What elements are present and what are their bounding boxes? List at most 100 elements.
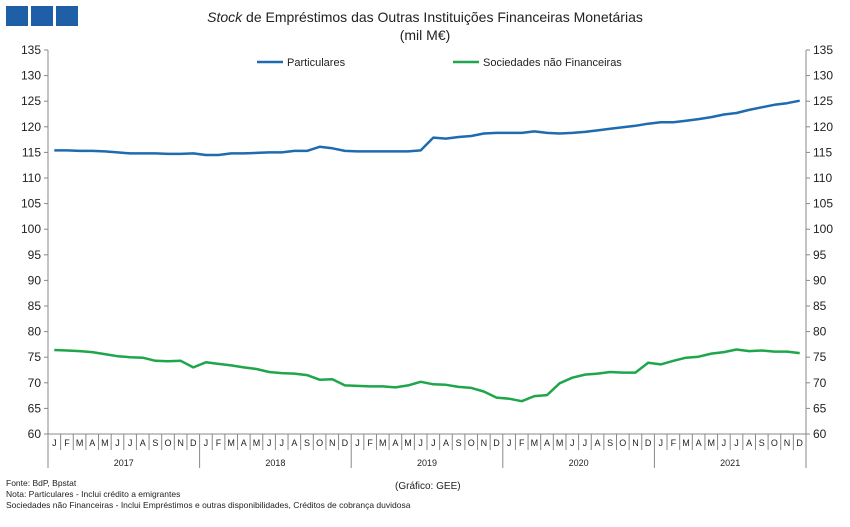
month-label: A — [443, 438, 449, 448]
y-tick-label-right: 70 — [813, 376, 827, 390]
footer-source: Fonte: BdP, Bpstat — [6, 478, 77, 488]
month-label: J — [570, 438, 575, 448]
y-tick-label-left: 65 — [28, 401, 42, 415]
y-tick-label-right: 120 — [813, 120, 833, 134]
month-label: N — [784, 438, 791, 448]
month-label: M — [708, 438, 716, 448]
month-label: S — [759, 438, 765, 448]
y-tick-label-right: 65 — [813, 401, 827, 415]
series-line-particulares — [54, 99, 800, 157]
month-label: J — [418, 438, 423, 448]
month-label: S — [607, 438, 613, 448]
chart-subtitle: (mil M€) — [399, 27, 451, 43]
y-tick-label-left: 70 — [28, 376, 42, 390]
chart-title-rest: de Empréstimos das Outras Instituições F… — [242, 9, 643, 25]
month-label: O — [619, 438, 626, 448]
y-tick-label-left: 95 — [28, 248, 42, 262]
month-label: J — [583, 438, 588, 448]
month-label: F — [216, 438, 222, 448]
month-label: A — [392, 438, 398, 448]
month-label: F — [671, 438, 677, 448]
month-label: J — [507, 438, 512, 448]
month-label: M — [227, 438, 235, 448]
month-label: A — [544, 438, 550, 448]
y-tick-label-right: 90 — [813, 273, 827, 287]
y-tick-label-left: 100 — [21, 222, 41, 236]
month-label: D — [190, 438, 197, 448]
footer-note-1: Nota: Particulares - Inclui crédito a em… — [6, 489, 181, 499]
y-tick-label-right: 115 — [813, 145, 832, 159]
y-tick-label-right: 95 — [813, 248, 827, 262]
month-label: A — [746, 438, 752, 448]
y-tick-label-left: 90 — [28, 273, 42, 287]
series-line-sociedades — [54, 348, 800, 403]
month-label: N — [481, 438, 488, 448]
month-label: J — [431, 438, 436, 448]
legend-label: Sociedades não Financeiras — [483, 57, 622, 69]
y-tick-label-left: 85 — [28, 299, 42, 313]
month-label: J — [128, 438, 133, 448]
y-tick-label-right: 125 — [813, 94, 833, 108]
month-label: N — [177, 438, 184, 448]
y-tick-label-left: 80 — [28, 325, 42, 339]
month-label: D — [796, 438, 803, 448]
month-label: J — [734, 438, 739, 448]
year-label: 2018 — [265, 458, 285, 468]
month-label: J — [267, 438, 272, 448]
y-tick-label-left: 110 — [22, 171, 41, 185]
year-label: 2021 — [720, 458, 740, 468]
month-label: J — [658, 438, 663, 448]
month-label: D — [493, 438, 500, 448]
logo-square-2 — [31, 6, 53, 26]
month-label: S — [152, 438, 158, 448]
y-tick-label-right: 105 — [813, 197, 833, 211]
y-tick-label-left: 60 — [28, 427, 42, 441]
year-label: 2019 — [417, 458, 437, 468]
y-tick-label-left: 75 — [28, 350, 42, 364]
month-label: J — [722, 438, 727, 448]
logo-square-3 — [56, 6, 78, 26]
year-label: 2017 — [114, 458, 134, 468]
y-tick-label-left: 135 — [21, 43, 41, 57]
month-label: A — [140, 438, 146, 448]
y-tick-label-right: 80 — [813, 325, 827, 339]
y-tick-label-left: 120 — [21, 120, 41, 134]
month-label: D — [342, 438, 349, 448]
y-tick-label-right: 60 — [813, 427, 827, 441]
month-label: N — [329, 438, 336, 448]
y-tick-label-right: 100 — [813, 222, 833, 236]
y-tick-label-left: 105 — [21, 197, 41, 211]
month-label: S — [456, 438, 462, 448]
month-label: F — [64, 438, 70, 448]
y-tick-label-left: 115 — [22, 145, 41, 159]
month-label: A — [595, 438, 601, 448]
month-label: M — [682, 438, 690, 448]
logo — [6, 6, 78, 26]
legend-label: Particulares — [287, 57, 346, 69]
month-label: O — [771, 438, 778, 448]
month-label: F — [367, 438, 373, 448]
month-label: J — [355, 438, 360, 448]
year-label: 2020 — [569, 458, 589, 468]
month-label: M — [76, 438, 84, 448]
month-label: S — [304, 438, 310, 448]
footer-note-2: Sociedades não Financeiras - Inclui Empr… — [6, 500, 411, 510]
month-label: A — [696, 438, 702, 448]
month-label: O — [165, 438, 172, 448]
month-label: M — [531, 438, 539, 448]
y-tick-label-left: 130 — [21, 69, 41, 83]
y-tick-label-right: 130 — [813, 69, 833, 83]
month-label: F — [519, 438, 525, 448]
month-label: J — [52, 438, 57, 448]
logo-square-1 — [6, 6, 28, 26]
month-label: A — [291, 438, 297, 448]
month-label: A — [89, 438, 95, 448]
month-label: J — [204, 438, 209, 448]
month-label: A — [241, 438, 247, 448]
month-label: D — [645, 438, 652, 448]
y-tick-label-right: 85 — [813, 299, 827, 313]
month-label: M — [556, 438, 564, 448]
footer-credit: (Gráfico: GEE) — [395, 481, 461, 492]
month-label: N — [632, 438, 639, 448]
